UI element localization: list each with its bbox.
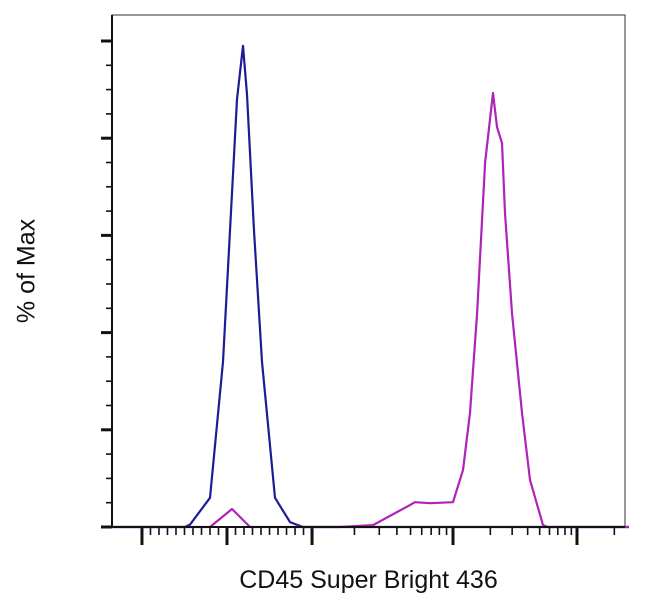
plot-frame: [111, 14, 626, 528]
y-axis-ticks: [101, 39, 112, 529]
x-axis-ticks: [140, 527, 616, 545]
histogram-series-1: [112, 44, 629, 529]
series-group: [112, 44, 629, 529]
y-axis-label: % of Max: [12, 218, 41, 324]
histogram-series-2: [112, 91, 629, 529]
x-axis-label: CD45 Super Bright 436: [239, 566, 498, 594]
